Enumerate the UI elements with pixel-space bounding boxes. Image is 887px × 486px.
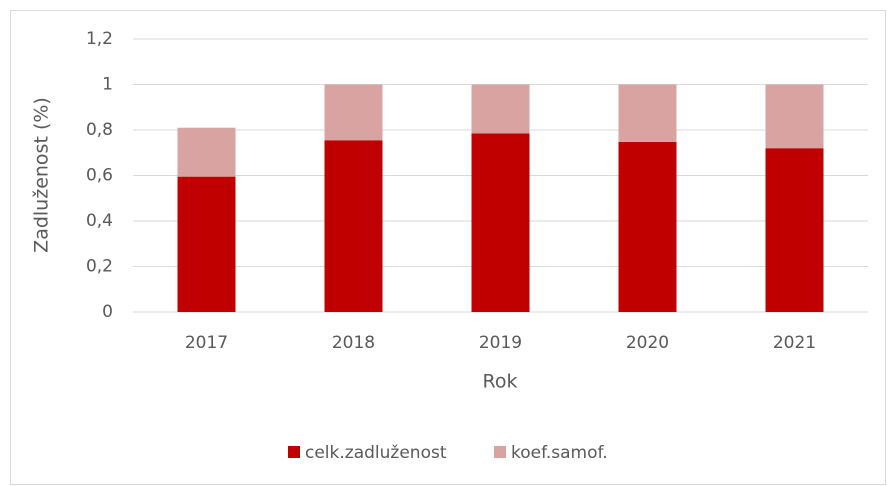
- y-tick-label: 1: [102, 75, 113, 95]
- bar-segment: [765, 148, 824, 312]
- bar-segment: [471, 133, 530, 312]
- x-tick-label: 2021: [773, 333, 816, 353]
- bar-segment: [765, 84, 824, 149]
- bar-segment: [177, 127, 236, 177]
- legend-swatch: [494, 446, 506, 458]
- legend-label: celk.zadluženost: [305, 443, 447, 463]
- bar-segment: [177, 176, 236, 312]
- y-tick-label: 0: [102, 302, 113, 322]
- x-tick-label: 2020: [626, 333, 669, 353]
- y-tick-label: 0,4: [86, 211, 113, 231]
- bar-segment: [618, 141, 677, 312]
- x-tick-label: 2017: [185, 333, 228, 353]
- chart-border: [10, 10, 886, 485]
- bar-segment: [324, 84, 383, 141]
- y-tick-label: 0,8: [86, 120, 113, 140]
- legend-swatch: [288, 446, 300, 458]
- bar-segment: [471, 84, 530, 134]
- y-tick-label: 1,2: [86, 29, 113, 49]
- x-axis-title: Rok: [483, 371, 518, 393]
- y-tick-label: 0,2: [86, 257, 113, 277]
- legend-label: koef.samof.: [511, 443, 608, 463]
- y-tick-label: 0,6: [86, 166, 113, 186]
- y-axis-title: Zadluženost (%): [31, 97, 53, 253]
- bar-segment: [618, 84, 677, 142]
- bar-segment: [324, 140, 383, 312]
- x-tick-label: 2019: [479, 333, 522, 353]
- x-tick-label: 2018: [332, 333, 375, 353]
